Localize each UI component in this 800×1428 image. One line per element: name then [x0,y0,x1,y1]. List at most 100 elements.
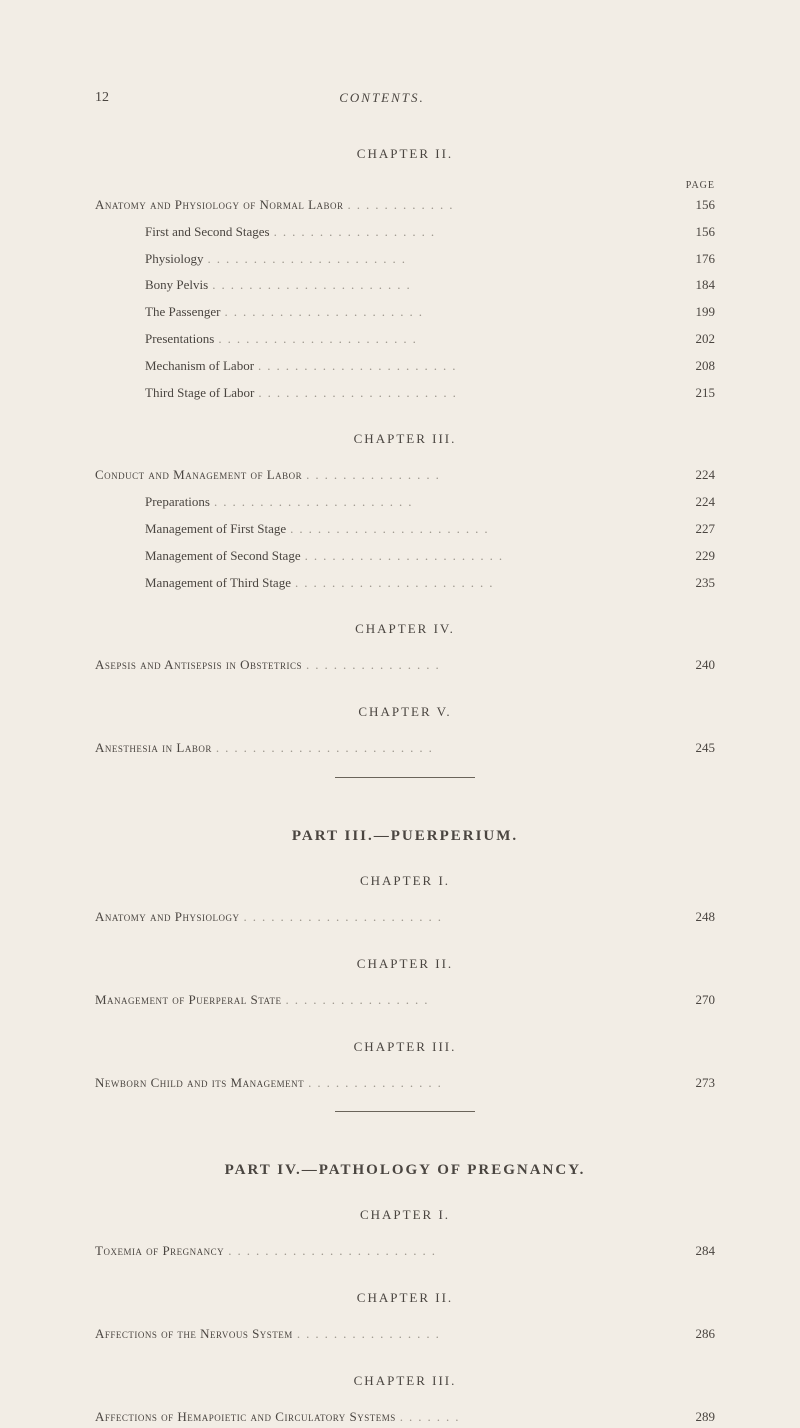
dot-leader: ............... [306,465,681,486]
toc-page: 199 [685,302,715,323]
part-title: PART III.—PUERPERIUM. [95,828,715,845]
chapter-title: CHAPTER IV. [95,621,715,637]
section-divider [335,1111,475,1112]
dot-leader: ...................... [290,519,681,540]
dot-leader: ...................... [258,383,681,404]
toc-entry: Toxemia of Pregnancy ...................… [95,1241,715,1262]
toc-page: 286 [685,1324,715,1345]
toc-entry: Conduct and Management of Labor ........… [95,465,715,486]
section-divider [335,777,475,778]
toc-entry: Bony Pelvis ...................... 184 [95,275,715,296]
dot-leader: ....... [400,1407,681,1428]
toc-page: 284 [685,1241,715,1262]
dot-leader: ...................... [295,573,681,594]
toc-entry: Anatomy and Physiology of Normal Labor .… [95,195,715,216]
toc-entry: Third Stage of Labor ...................… [95,383,715,404]
chapter-title: CHAPTER III. [95,1373,715,1389]
toc-text: Mechanism of Labor [145,356,254,377]
toc-entry: Newborn Child and its Management .......… [95,1073,715,1094]
dot-leader: ...................... [218,329,681,350]
toc-entry: First and Second Stages ................… [95,222,715,243]
dot-leader: ............... [306,655,681,676]
toc-page: 229 [685,546,715,567]
toc-entry: Anesthesia in Labor ....................… [95,738,715,759]
dot-leader: ............... [308,1073,681,1094]
dot-leader: ................ [286,990,681,1011]
toc-entry: Management of Second Stage .............… [95,546,715,567]
toc-entry: Management of Third Stage ..............… [95,573,715,594]
chapter-title: CHAPTER II. [95,146,715,162]
toc-text: Toxemia of Pregnancy [95,1241,224,1262]
toc-text: Affections of the Nervous System [95,1324,293,1345]
chapter-title: CHAPTER III. [95,431,715,447]
toc-text: Third Stage of Labor [145,383,254,404]
dot-leader: ...................... [243,907,681,928]
toc-entry: Management of Puerperal State ..........… [95,990,715,1011]
chapter-title: CHAPTER II. [95,1290,715,1306]
dot-leader: .................. [274,222,681,243]
chapter-title: CHAPTER I. [95,873,715,889]
toc-page: 270 [685,990,715,1011]
toc-text: Conduct and Management of Labor [95,465,302,486]
toc-page: 224 [685,465,715,486]
chapter-title: CHAPTER III. [95,1039,715,1055]
page-header: 12 CONTENTS. [95,90,715,106]
toc-text: Anesthesia in Labor [95,738,212,759]
dot-leader: ...................... [305,546,681,567]
toc-page: 235 [685,573,715,594]
toc-page: 202 [685,329,715,350]
toc-page: 273 [685,1073,715,1094]
toc-page: 245 [685,738,715,759]
dot-leader: ....................... [228,1241,681,1262]
toc-entry: Management of First Stage ..............… [95,519,715,540]
toc-page: 176 [685,249,715,270]
toc-text: First and Second Stages [145,222,270,243]
toc-page: 156 [685,195,715,216]
page-number: 12 [95,90,109,106]
part-title: PART IV.—PATHOLOGY OF PREGNANCY. [95,1162,715,1179]
dot-leader: ............ [348,195,681,216]
toc-text: Bony Pelvis [145,275,208,296]
toc-page: 208 [685,356,715,377]
dot-leader: ...................... [258,356,681,377]
toc-text: Preparations [145,492,210,513]
toc-text: Newborn Child and its Management [95,1073,304,1094]
chapter-title: CHAPTER V. [95,704,715,720]
toc-page: 224 [685,492,715,513]
chapter-title: CHAPTER I. [95,1207,715,1223]
dot-leader: ...................... [212,275,681,296]
toc-entry: Physiology ...................... 176 [95,249,715,270]
dot-leader: ........................ [216,738,681,759]
toc-entry: Asepsis and Antisepsis in Obstetrics ...… [95,655,715,676]
toc-entry: Preparations ...................... 224 [95,492,715,513]
dot-leader: ...................... [208,249,681,270]
toc-page: 184 [685,275,715,296]
toc-page: 240 [685,655,715,676]
toc-page: 156 [685,222,715,243]
toc-text: Presentations [145,329,214,350]
toc-text: Anatomy and Physiology of Normal Labor [95,195,344,216]
toc-text: Affections of Hemapoietic and Circulator… [95,1407,396,1428]
toc-entry: Affections of Hemapoietic and Circulator… [95,1407,715,1428]
toc-entry: The Passenger ...................... 199 [95,302,715,323]
dot-leader: ...................... [214,492,681,513]
toc-text: Management of First Stage [145,519,286,540]
page-label: PAGE [95,180,715,191]
toc-text: Management of Third Stage [145,573,291,594]
toc-page: 248 [685,907,715,928]
toc-page: 289 [685,1407,715,1428]
toc-text: Anatomy and Physiology [95,907,239,928]
toc-page: 215 [685,383,715,404]
dot-leader: ................ [297,1324,681,1345]
toc-text: The Passenger [145,302,220,323]
toc-page: 227 [685,519,715,540]
toc-text: Physiology [145,249,204,270]
toc-entry: Presentations ...................... 202 [95,329,715,350]
toc-entry: Anatomy and Physiology .................… [95,907,715,928]
chapter-title: CHAPTER II. [95,956,715,972]
dot-leader: ...................... [224,302,681,323]
toc-text: Management of Puerperal State [95,990,282,1011]
toc-text: Management of Second Stage [145,546,301,567]
toc-entry: Mechanism of Labor .....................… [95,356,715,377]
toc-entry: Affections of the Nervous System .......… [95,1324,715,1345]
